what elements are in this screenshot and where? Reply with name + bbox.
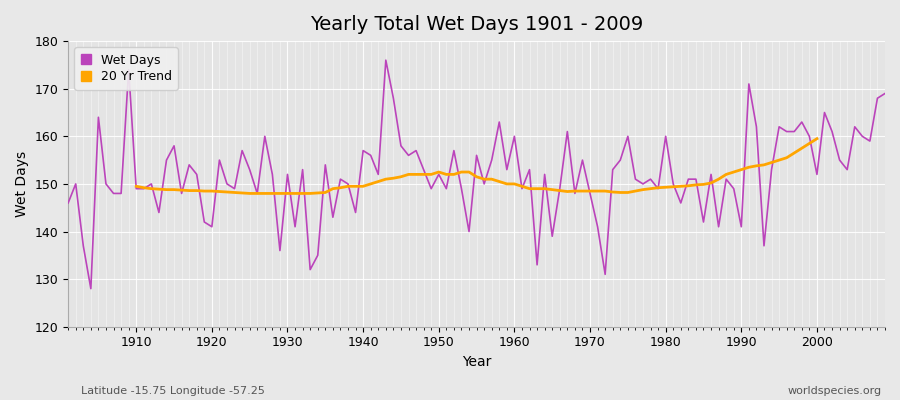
Wet Days bbox=[63, 200, 74, 205]
20 Yr Trend bbox=[312, 190, 323, 195]
20 Yr Trend bbox=[713, 177, 724, 182]
X-axis label: Year: Year bbox=[462, 355, 491, 369]
20 Yr Trend bbox=[214, 189, 225, 194]
Wet Days bbox=[130, 186, 141, 191]
Wet Days bbox=[381, 58, 392, 62]
Wet Days bbox=[615, 158, 626, 162]
Wet Days bbox=[517, 186, 527, 191]
20 Yr Trend bbox=[244, 191, 255, 196]
20 Yr Trend bbox=[130, 184, 141, 189]
Wet Days bbox=[297, 167, 308, 172]
20 Yr Trend bbox=[804, 141, 814, 146]
Text: worldspecies.org: worldspecies.org bbox=[788, 386, 882, 396]
Wet Days bbox=[524, 167, 535, 172]
Wet Days bbox=[879, 91, 890, 96]
Line: Wet Days: Wet Days bbox=[68, 60, 885, 289]
20 Yr Trend bbox=[297, 191, 308, 196]
Text: Latitude -15.75 Longitude -57.25: Latitude -15.75 Longitude -57.25 bbox=[81, 386, 265, 396]
Title: Yearly Total Wet Days 1901 - 2009: Yearly Total Wet Days 1901 - 2009 bbox=[310, 15, 644, 34]
Wet Days bbox=[343, 182, 354, 186]
Legend: Wet Days, 20 Yr Trend: Wet Days, 20 Yr Trend bbox=[75, 47, 178, 90]
Line: 20 Yr Trend: 20 Yr Trend bbox=[136, 139, 817, 194]
20 Yr Trend bbox=[796, 146, 807, 151]
20 Yr Trend bbox=[812, 136, 823, 141]
Wet Days bbox=[86, 286, 96, 291]
Y-axis label: Wet Days: Wet Days bbox=[15, 151, 29, 217]
